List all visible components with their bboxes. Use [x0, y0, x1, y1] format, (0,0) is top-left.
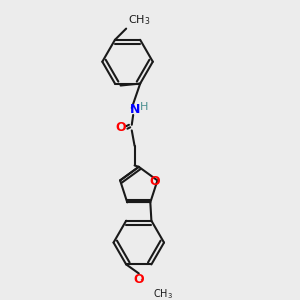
Text: O: O — [149, 175, 160, 188]
Text: O: O — [134, 272, 144, 286]
Text: N: N — [129, 103, 140, 116]
Text: O: O — [115, 121, 126, 134]
Text: CH$_3$: CH$_3$ — [153, 287, 173, 300]
Text: H: H — [140, 102, 148, 112]
Text: CH$_3$: CH$_3$ — [128, 14, 150, 27]
